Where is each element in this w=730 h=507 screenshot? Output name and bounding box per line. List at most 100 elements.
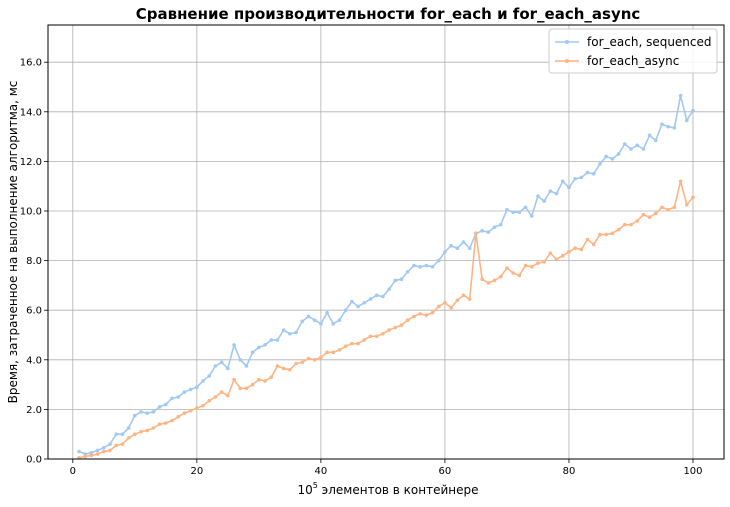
data-point (263, 343, 267, 347)
data-point (505, 266, 509, 270)
data-point (393, 325, 398, 330)
data-point (647, 133, 652, 138)
data-point (350, 341, 354, 346)
data-point (560, 253, 565, 258)
y-tick-label: 8.0 (26, 256, 42, 267)
data-point (281, 328, 286, 332)
data-point (691, 108, 695, 113)
data-point (312, 318, 317, 322)
data-point (405, 318, 410, 322)
data-point (164, 402, 168, 407)
data-point (139, 429, 143, 434)
data-point (604, 232, 608, 237)
data-point (660, 205, 664, 210)
y-tick-label: 6.0 (26, 306, 42, 317)
data-point (424, 263, 429, 268)
data-point (126, 436, 131, 440)
data-point (412, 314, 416, 319)
data-point (567, 185, 571, 190)
data-point (418, 265, 422, 269)
data-point (573, 176, 577, 181)
data-point (455, 246, 460, 250)
data-point (622, 222, 627, 227)
data-point (591, 242, 596, 247)
data-point (269, 338, 274, 342)
data-point (424, 313, 429, 317)
data-point (294, 361, 298, 366)
data-point (511, 210, 515, 215)
data-point (542, 260, 546, 264)
data-point (207, 374, 212, 378)
data-point (362, 300, 367, 305)
data-point (529, 265, 534, 269)
data-point (120, 432, 125, 437)
data-point (622, 142, 627, 146)
x-tick-label: 60 (439, 466, 452, 477)
data-point (102, 446, 106, 450)
data-point (548, 251, 553, 255)
data-point (467, 246, 472, 250)
data-point (430, 310, 435, 315)
data-point (443, 250, 447, 254)
data-point (560, 179, 565, 184)
data-point (461, 240, 466, 244)
data-point (635, 219, 639, 223)
data-point (244, 386, 249, 391)
data-point (449, 243, 453, 248)
data-point (529, 214, 534, 218)
data-point (641, 212, 646, 217)
data-point (213, 364, 218, 368)
data-point (480, 229, 484, 233)
legend-entry-sequenced: for_each, sequenced (555, 35, 712, 49)
data-point (77, 449, 81, 454)
data-point (387, 328, 391, 332)
data-point (374, 293, 379, 298)
data-point (219, 390, 224, 394)
y-tick-label: 2.0 (26, 405, 42, 416)
data-point (598, 232, 602, 237)
series-layer (77, 93, 695, 460)
data-point (474, 231, 478, 236)
data-point (188, 387, 193, 392)
data-point (108, 448, 112, 453)
data-point (294, 330, 298, 335)
data-point (660, 122, 664, 126)
data-point (498, 222, 503, 227)
data-point (288, 367, 292, 372)
data-point (467, 297, 472, 301)
data-point (678, 93, 683, 98)
data-point (157, 422, 162, 427)
data-point (573, 246, 577, 250)
data-point (219, 360, 224, 365)
data-point (430, 265, 435, 269)
x-axis-label-exponent: 5 (313, 481, 318, 490)
data-point (89, 453, 94, 458)
series-line-1 (78, 180, 694, 459)
data-point (523, 205, 528, 210)
data-point (635, 143, 639, 148)
data-point (666, 124, 670, 129)
data-point (672, 126, 677, 130)
data-point (666, 207, 670, 212)
data-point (381, 331, 385, 336)
data-point (232, 377, 236, 382)
data-point (672, 205, 677, 210)
data-point (517, 273, 522, 278)
data-point (114, 443, 119, 448)
data-point (325, 350, 329, 355)
data-point (319, 322, 323, 326)
data-point (164, 421, 168, 425)
ticks: 0 20 40 60 80 100 0.0 2.0 4.0 6.0 8.0 10.0 12.0 14.0 1… (20, 58, 703, 477)
data-point (343, 308, 348, 313)
data-point (492, 225, 497, 229)
data-point (653, 211, 658, 216)
data-point (232, 343, 236, 347)
data-point (238, 358, 243, 362)
data-point (95, 452, 100, 456)
legend-marker-async (565, 59, 569, 63)
legend-box (548, 28, 718, 74)
data-point (374, 334, 379, 339)
data-point (120, 442, 125, 446)
data-point (176, 395, 181, 399)
data-point (226, 393, 230, 398)
